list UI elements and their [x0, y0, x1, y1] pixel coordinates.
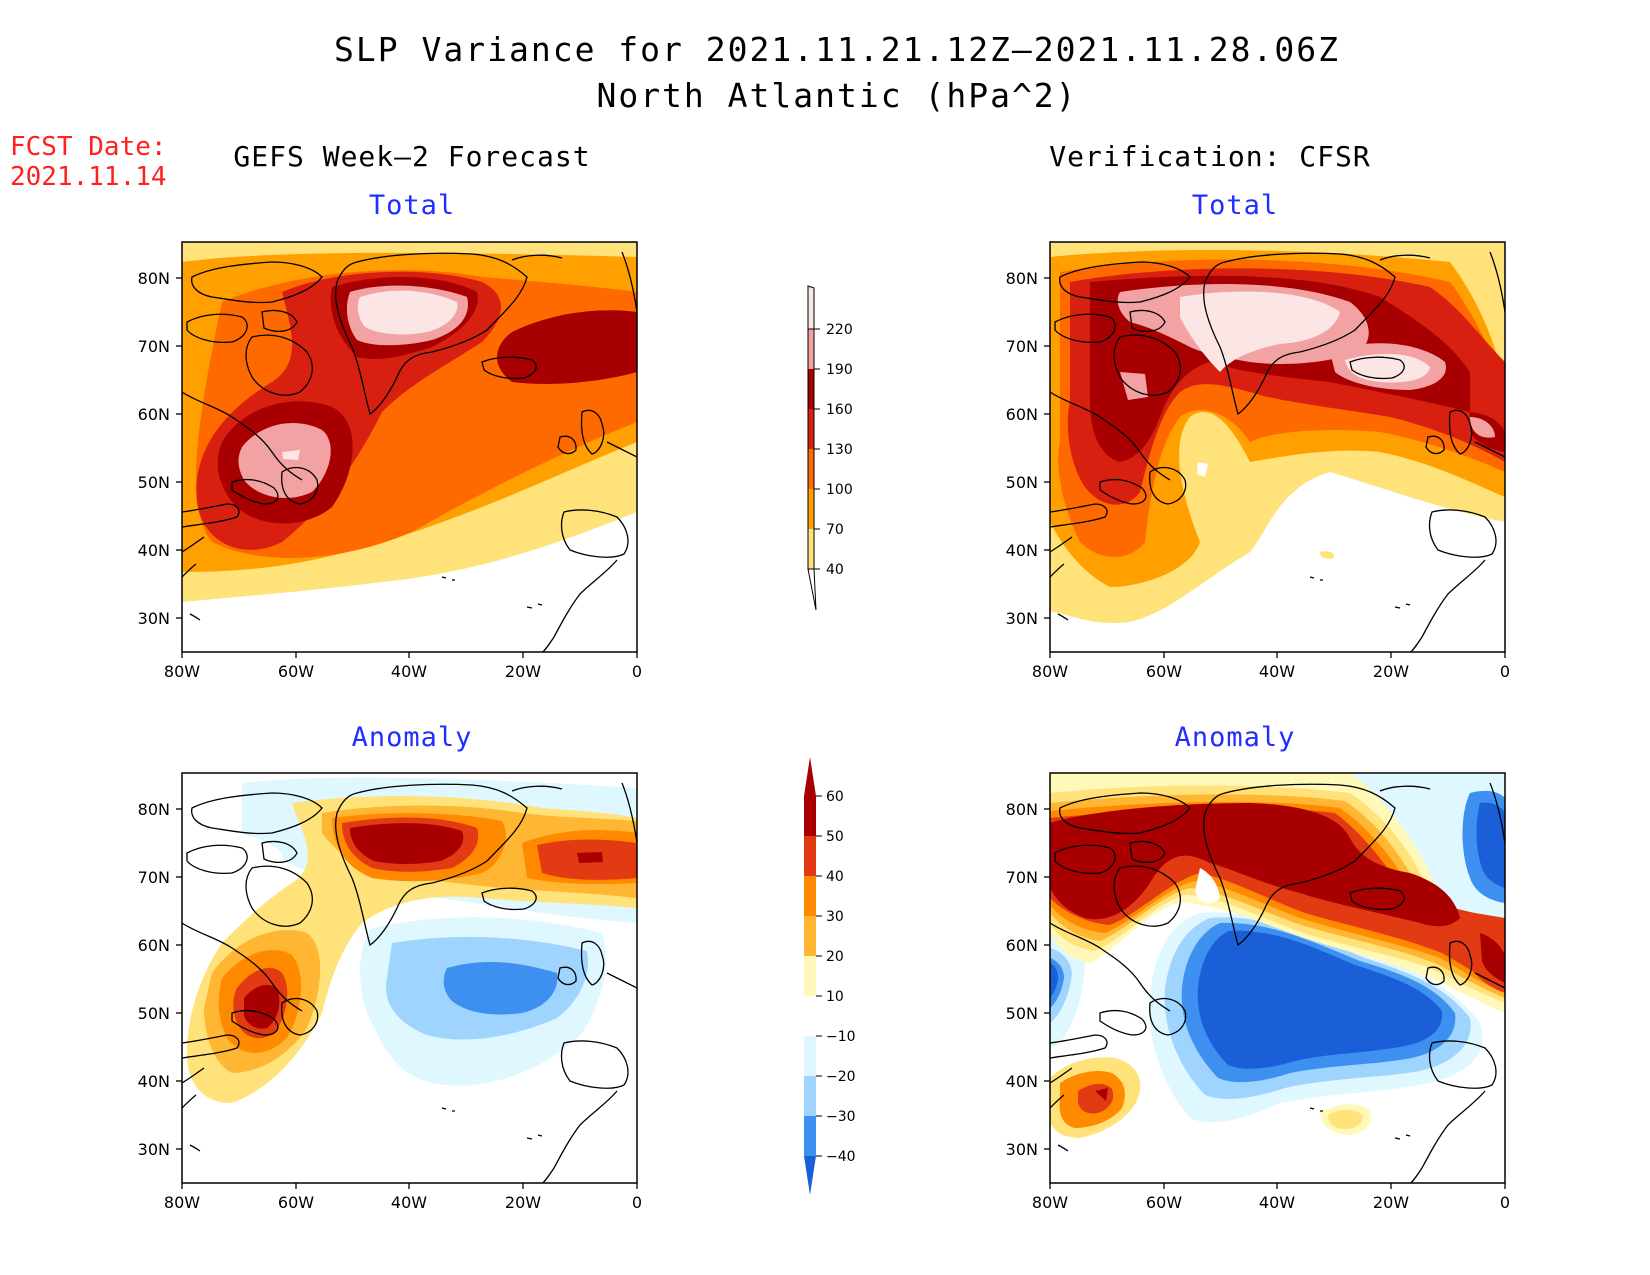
colorbar-anomaly: 60 50 40 30 20 10 −10 −20 −30 −40 — [804, 757, 856, 1195]
colorbar-anomaly-label: 50 — [826, 829, 844, 845]
main-title: SLP Variance for 2021.11.21.12Z–2021.11.… — [334, 30, 1340, 69]
colorbar-total-label: 40 — [826, 562, 844, 578]
y-tick-label: 50N — [138, 1004, 170, 1023]
x-tick-label: 40W — [1259, 1193, 1295, 1212]
y-tick-label: 30N — [1006, 609, 1038, 628]
colorbar-anomaly-segment — [804, 916, 816, 956]
x-tick-label: 80W — [164, 662, 200, 681]
colorbar-anomaly-label: −40 — [826, 1149, 856, 1165]
colorbar-total: 220 190 160 130 100 70 40 — [807, 285, 853, 611]
colorbar-anomaly-segment — [804, 836, 816, 876]
x-tick-label: 80W — [164, 1193, 200, 1212]
y-tick-label: 60N — [1006, 936, 1038, 955]
x-tick-label: 40W — [391, 1193, 427, 1212]
fcst-date-value: 2021.11.14 — [10, 162, 167, 192]
x-tick-label: 60W — [278, 662, 314, 681]
panel-title-anomaly-gefs: Anomaly — [351, 722, 473, 753]
x-tick-label: 80W — [1032, 662, 1068, 681]
colorbar-anomaly-segment — [804, 1116, 816, 1156]
y-tick-label: 40N — [1006, 1072, 1038, 1091]
colorbar-anomaly-label: −30 — [826, 1109, 856, 1125]
y-tick-label: 40N — [1006, 541, 1038, 560]
map-panel-cfsr-anomaly — [1043, 772, 1506, 1190]
colorbar-total-segment — [808, 489, 814, 529]
x-tick-label: 60W — [1146, 662, 1182, 681]
map-panel-cfsr-total — [1043, 241, 1506, 659]
colorbar-total-label: 220 — [826, 322, 853, 338]
y-tick-label: 80N — [1006, 800, 1038, 819]
x-tick-label: 40W — [391, 662, 427, 681]
colorbar-anomaly-segment — [804, 956, 816, 996]
y-tick-label: 40N — [138, 541, 170, 560]
y-tick-label: 40N — [138, 1072, 170, 1091]
fcst-date-label: FCST Date: — [10, 132, 167, 162]
y-tick-label: 60N — [138, 405, 170, 424]
colorbar-anomaly-label: 40 — [826, 869, 844, 885]
y-tick-label: 30N — [1006, 1140, 1038, 1159]
panel-title-anomaly-cfsr: Anomaly — [1174, 722, 1296, 753]
y-tick-label: 50N — [138, 473, 170, 492]
x-tick-label: 0 — [1500, 1193, 1510, 1212]
colorbar-total-segment — [807, 285, 815, 330]
colorbar-total-segment — [808, 449, 814, 489]
colorbar-total-label: 160 — [826, 402, 853, 418]
map-panel-gefs-anomaly — [175, 772, 638, 1190]
y-tick-label: 50N — [1006, 473, 1038, 492]
x-tick-label: 20W — [505, 662, 541, 681]
x-tick-label: 60W — [278, 1193, 314, 1212]
colorbar-total-label: 130 — [826, 442, 853, 458]
main-subtitle: North Atlantic (hPa^2) — [596, 76, 1078, 115]
colorbar-anomaly-segment — [804, 1036, 816, 1076]
colorbar-total-segment — [808, 409, 814, 449]
colorbar-anomaly-segment — [804, 996, 816, 1036]
colorbar-anomaly-label: 10 — [826, 989, 844, 1005]
y-tick-label: 50N — [1006, 1004, 1038, 1023]
x-tick-label: 20W — [1373, 1193, 1409, 1212]
colorbar-total-segment — [808, 329, 814, 369]
colorbar-anomaly-label: −20 — [826, 1069, 856, 1085]
y-tick-label: 60N — [138, 936, 170, 955]
colorbar-anomaly-segment — [804, 876, 816, 916]
x-tick-label: 20W — [1373, 662, 1409, 681]
y-tick-label: 70N — [1006, 337, 1038, 356]
panel-title-total-cfsr: Total — [1191, 190, 1279, 221]
y-tick-label: 70N — [1006, 868, 1038, 887]
y-tick-label: 80N — [1006, 269, 1038, 288]
colorbar-total-label: 190 — [826, 362, 853, 378]
colorbar-anomaly-segment — [804, 1076, 816, 1116]
colorbar-anomaly-label: −10 — [826, 1029, 856, 1045]
x-tick-label: 0 — [632, 662, 642, 681]
panel-title-total-gefs: Total — [368, 190, 456, 221]
colorbar-total-segment — [808, 529, 814, 569]
gefs-column-header: GEFS Week–2 Forecast — [233, 140, 591, 173]
y-tick-label: 30N — [138, 1140, 170, 1159]
x-tick-label: 40W — [1259, 662, 1295, 681]
colorbar-total-segment — [808, 369, 814, 409]
colorbar-anomaly-label: 20 — [826, 949, 844, 965]
colorbar-anomaly-segment — [804, 757, 816, 796]
colorbar-total-label: 100 — [826, 482, 853, 498]
y-tick-label: 70N — [138, 337, 170, 356]
cfsr-column-header: Verification: CFSR — [1049, 140, 1371, 173]
x-tick-label: 60W — [1146, 1193, 1182, 1212]
y-tick-label: 80N — [138, 800, 170, 819]
y-tick-label: 60N — [1006, 405, 1038, 424]
x-tick-label: 0 — [632, 1193, 642, 1212]
colorbar-total-segment — [807, 568, 817, 611]
x-tick-label: 0 — [1500, 662, 1510, 681]
y-tick-label: 70N — [138, 868, 170, 887]
y-tick-label: 80N — [138, 269, 170, 288]
colorbar-anomaly-segment — [804, 1156, 816, 1195]
colorbar-anomaly-label: 60 — [826, 789, 844, 805]
colorbar-anomaly-label: 30 — [826, 909, 844, 925]
colorbar-anomaly-segment — [804, 796, 816, 836]
colorbar-total-label: 70 — [826, 522, 844, 538]
x-tick-label: 20W — [505, 1193, 541, 1212]
x-tick-label: 80W — [1032, 1193, 1068, 1212]
map-panel-gefs-total — [175, 241, 638, 659]
y-tick-label: 30N — [138, 609, 170, 628]
